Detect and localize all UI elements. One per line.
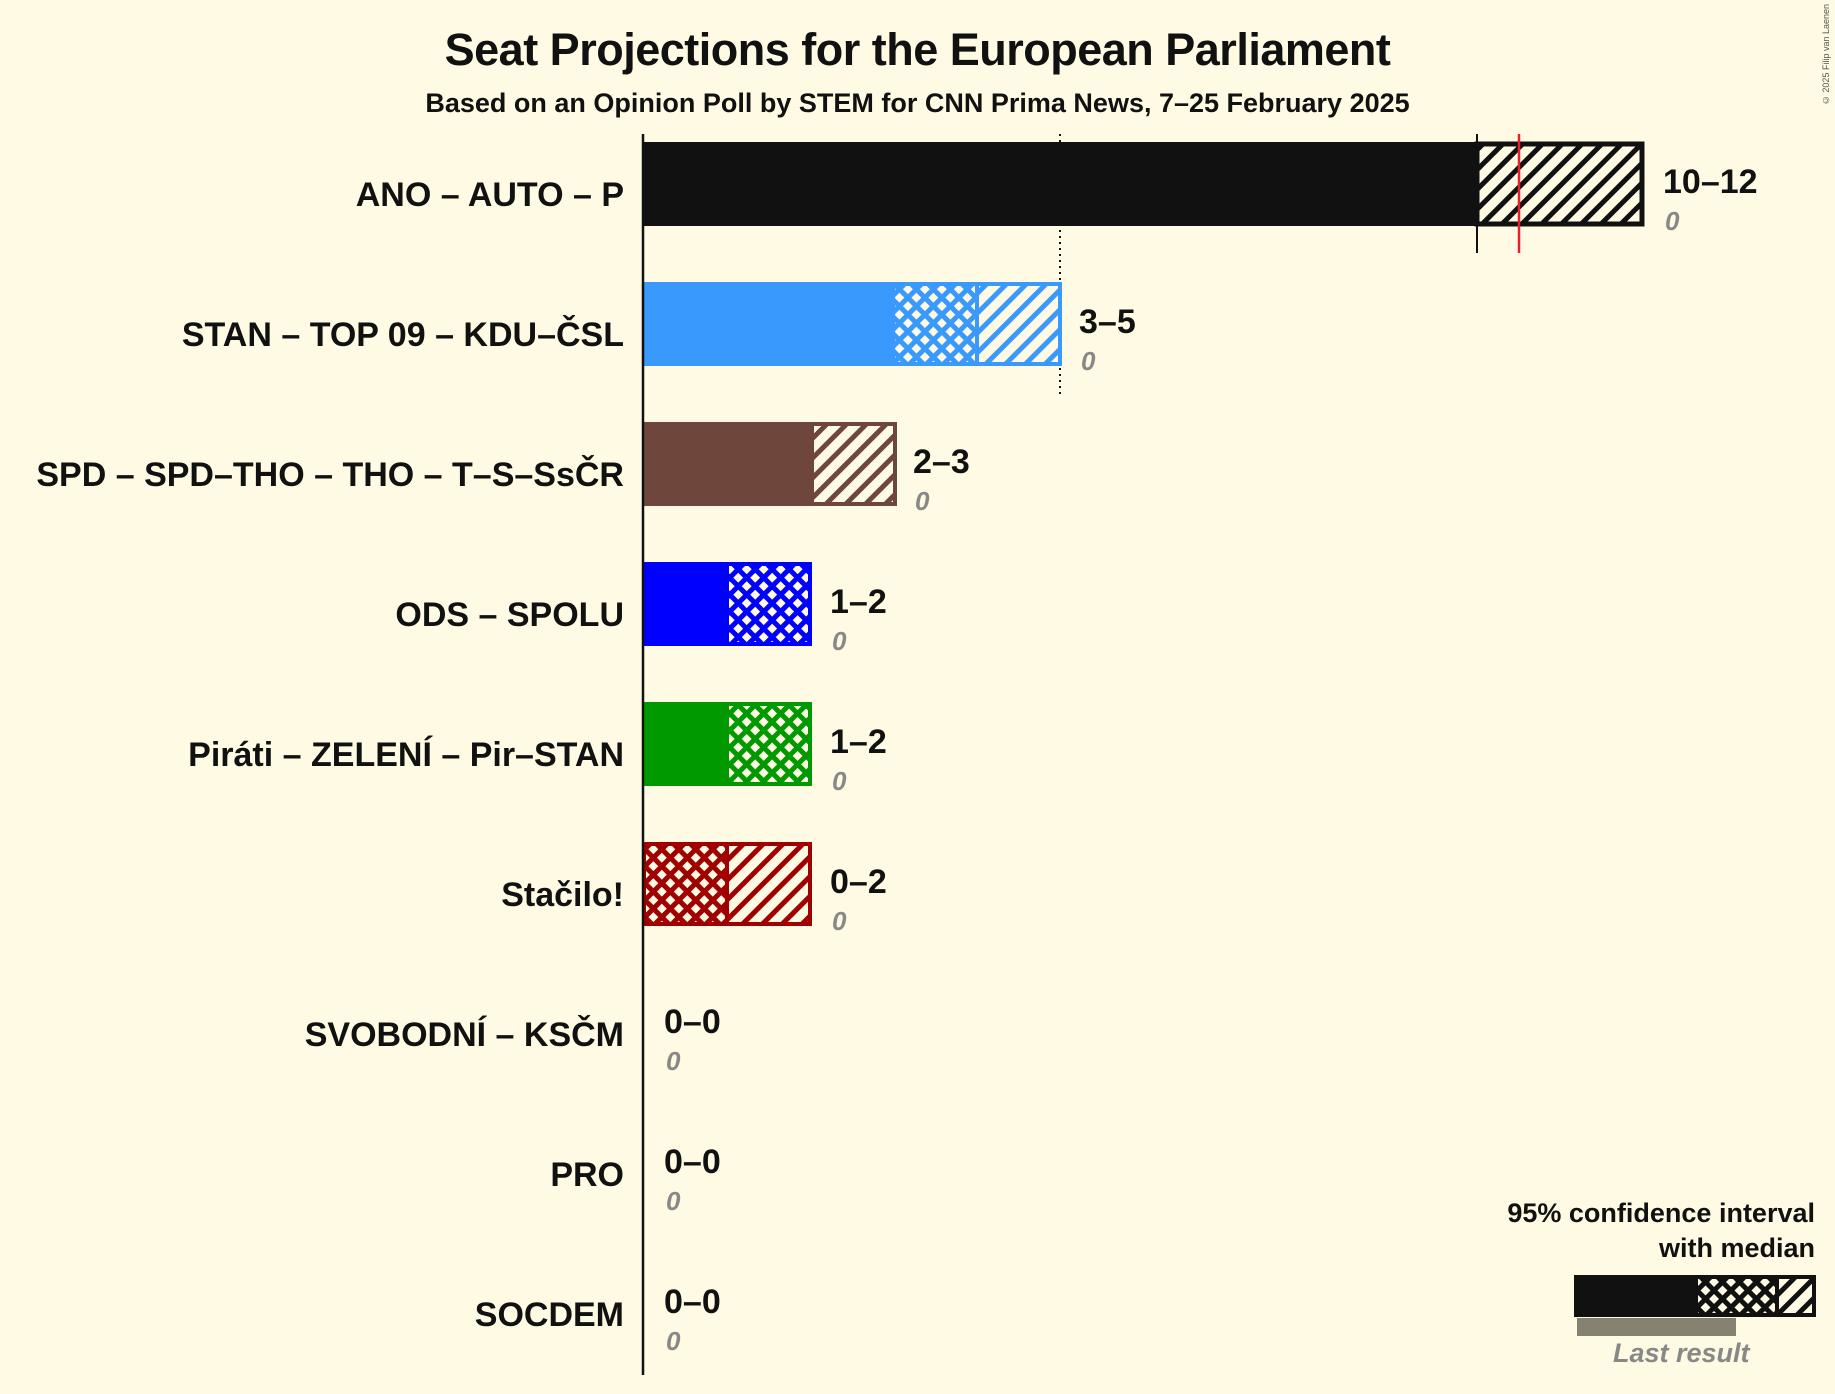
party-label-pro: PRO [550,1156,624,1194]
legend-line-1: 95% confidence interval [1507,1198,1815,1228]
last-result-pirati: 0 [832,766,847,796]
party-label-pirati: Piráti – ZELENÍ – Pir–STAN [188,736,624,774]
last-result-stacilo: 0 [832,906,847,936]
range-label-pirati: 1–2 [830,723,887,761]
bar-ods [643,562,812,646]
party-label-socdem: SOCDEM [474,1296,624,1334]
bar-spd [643,422,897,506]
range-label-ano: 10–12 [1663,163,1758,201]
bar-stan [643,282,1062,366]
last-result-stan: 0 [1081,346,1096,376]
last-result-ano: 0 [1665,206,1680,236]
last-result-svobodni: 0 [666,1046,681,1076]
range-label-pro: 0–0 [664,1143,721,1181]
legend-last-result-label: Last result [1613,1338,1750,1368]
party-label-ano: ANO – AUTO – P [355,176,624,214]
last-result-ods: 0 [832,626,847,656]
bar-ano [643,134,1645,253]
party-label-stan: STAN – TOP 09 – KDU–ČSL [181,316,624,354]
range-label-stacilo: 0–2 [830,863,887,901]
legend-line-2: with median [1658,1233,1815,1263]
legend-title: 95% confidence interval with median [1507,1196,1815,1266]
chart-subtitle: Based on an Opinion Poll by STEM for CNN… [425,88,1410,118]
party-label-svobodni: SVOBODNÍ – KSČM [304,1016,624,1054]
range-label-stan: 3–5 [1079,303,1136,341]
chart-title: Seat Projections for the European Parlia… [444,24,1391,75]
range-label-spd: 2–3 [913,443,970,481]
bar-stacilo [642,842,812,926]
last-result-socdem: 0 [666,1326,681,1356]
legend-last-result-bar [1577,1318,1736,1336]
legend-bar [1574,1275,1816,1336]
last-result-spd: 0 [915,486,930,516]
party-label-stacilo: Stačilo! [501,876,624,914]
range-label-svobodni: 0–0 [664,1003,721,1041]
last-result-pro: 0 [666,1186,681,1216]
party-label-ods: ODS – SPOLU [395,596,624,634]
range-label-socdem: 0–0 [664,1283,721,1321]
bar-pirati [643,702,812,786]
range-label-ods: 1–2 [830,583,887,621]
party-label-spd: SPD – SPD–THO – THO – T–S–SsČR [36,456,624,494]
